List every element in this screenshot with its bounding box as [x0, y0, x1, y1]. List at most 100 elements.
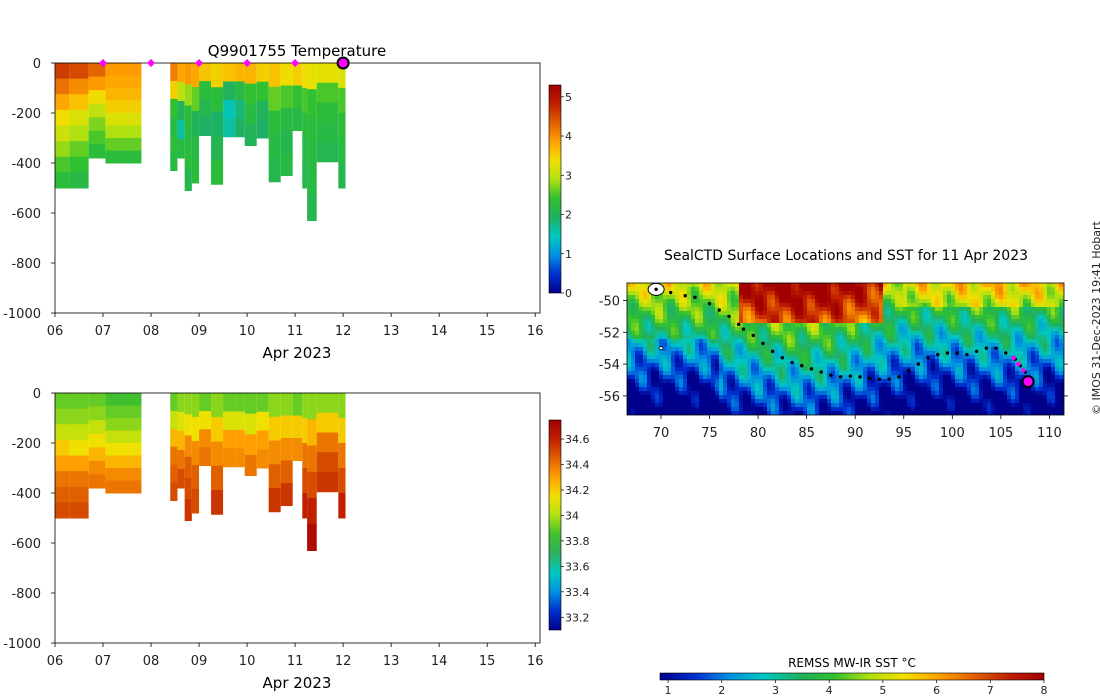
sst-cell	[655, 355, 660, 360]
sst-cell	[979, 315, 984, 320]
sst-cell	[1063, 295, 1064, 300]
sst-cell	[639, 299, 644, 304]
sst-cell	[843, 403, 848, 408]
track-point	[809, 367, 814, 371]
sst-cell	[707, 355, 712, 360]
sst-cell	[627, 363, 632, 368]
sst-cell	[835, 351, 840, 356]
sst-cell	[727, 411, 732, 415]
sst-cell	[1035, 327, 1040, 332]
profile-cell	[184, 169, 192, 191]
sst-cell	[959, 307, 964, 312]
sst-cell	[735, 327, 740, 332]
sst-cell	[819, 335, 824, 340]
sst-cell	[807, 315, 812, 320]
sst-cell	[1019, 307, 1024, 312]
sst-cell	[755, 387, 760, 392]
sst-cell	[703, 391, 708, 396]
profile-cell	[307, 445, 317, 473]
sst-cell	[911, 339, 916, 344]
sst-cell	[891, 323, 896, 328]
sst-cell	[883, 371, 888, 376]
sst-cell	[831, 303, 836, 308]
sst-cell	[763, 383, 768, 388]
sst-cell	[1035, 291, 1040, 296]
sst-cell	[1063, 363, 1064, 368]
sst-cell	[807, 403, 812, 408]
profile-cell	[105, 75, 142, 89]
sst-cell	[755, 311, 760, 316]
sst-cell	[895, 347, 900, 352]
sst-cell	[1011, 395, 1016, 400]
sst-cell	[775, 411, 780, 415]
sst-cell	[971, 335, 976, 340]
sst-cell	[919, 391, 924, 396]
sst-cell	[763, 299, 768, 304]
sst-cell	[1011, 299, 1016, 304]
sst-cell	[1043, 391, 1048, 396]
sst-cell	[987, 387, 992, 392]
sst-cell	[759, 295, 764, 300]
sst-cell	[855, 411, 860, 415]
sst-cell	[907, 403, 912, 408]
sst-cell	[747, 323, 752, 328]
sst-cell	[707, 295, 712, 300]
sst-cell	[763, 327, 768, 332]
sst-cell	[799, 359, 804, 364]
profile-cell	[105, 418, 142, 431]
sst-cell	[1031, 363, 1036, 368]
sst-cell	[911, 303, 916, 308]
profile-cell	[191, 489, 200, 514]
sst-cell	[899, 343, 904, 348]
sst-cell	[955, 375, 960, 380]
sst-cell	[655, 363, 660, 368]
sst-cell	[1011, 379, 1016, 384]
sst-cell	[787, 359, 792, 364]
sst-cell	[975, 403, 980, 408]
sst-cell	[759, 363, 764, 368]
sst-cell	[863, 407, 868, 412]
sst-cell	[843, 311, 848, 316]
sst-cell	[803, 355, 808, 360]
sst-cell	[939, 295, 944, 300]
profile-cell	[88, 433, 106, 448]
track-point	[887, 377, 891, 381]
sst-cell	[651, 335, 656, 340]
sst-colorbar-label: REMSS MW-IR SST °C	[788, 656, 916, 670]
sst-cell	[935, 359, 940, 364]
sst-cell	[1055, 375, 1060, 380]
sst-cell	[683, 287, 688, 292]
sst-cell	[695, 303, 700, 308]
sst-cell	[987, 367, 992, 372]
sst-cell	[831, 375, 836, 380]
sst-cell	[927, 395, 932, 400]
sst-cell	[755, 351, 760, 356]
sst-cell	[719, 375, 724, 380]
sst-cell	[871, 287, 876, 292]
sst-cell	[743, 319, 748, 324]
sst-cell	[907, 407, 912, 412]
sst-cell	[903, 411, 908, 415]
sst-cell	[1063, 387, 1064, 392]
profile-cell	[191, 63, 200, 88]
sst-cell	[1007, 303, 1012, 308]
sst-cell	[807, 283, 812, 288]
sst-cell	[791, 315, 796, 320]
sst-cell	[815, 331, 820, 336]
sst-cell	[791, 295, 796, 300]
sst-cell	[987, 307, 992, 312]
sst-cell	[795, 391, 800, 396]
sst-cell	[951, 411, 956, 415]
sst-cell	[679, 319, 684, 324]
sst-cell	[779, 367, 784, 372]
sst-cell	[795, 403, 800, 408]
sst-cell	[727, 375, 732, 380]
sst-cell	[887, 319, 892, 324]
sst-cell	[1035, 407, 1040, 412]
sst-cell	[831, 295, 836, 300]
profile-cell	[105, 480, 142, 494]
sst-cell	[1007, 387, 1012, 392]
sst-cell	[839, 307, 844, 312]
sst-cell	[755, 379, 760, 384]
colorbar-tick-label: 1	[565, 248, 572, 261]
